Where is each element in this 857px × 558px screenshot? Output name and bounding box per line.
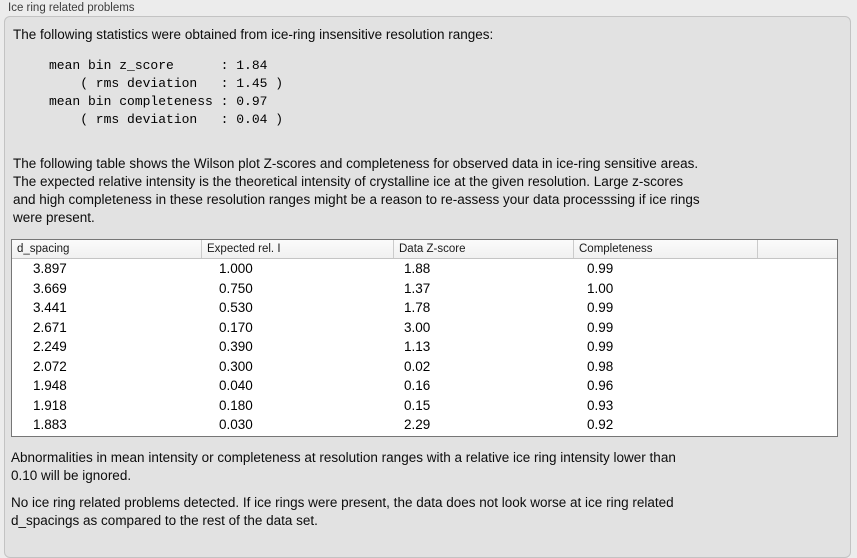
stats-intro-text: The following statistics were obtained f… — [13, 27, 494, 42]
table-description-text: The following table shows the Wilson plo… — [13, 156, 700, 225]
cell-data-z-score: 3.00 — [404, 319, 431, 335]
cell-expected-rel-i: 0.390 — [219, 339, 253, 354]
table-row[interactable]: 3.441 0.530 1.78 0.99 — [12, 298, 837, 318]
table-row[interactable]: 2.249 0.390 1.13 0.99 — [12, 337, 837, 357]
stats-block: mean bin z_score : 1.84 ( rms deviation … — [49, 58, 284, 127]
cell-d-spacing: 3.441 — [33, 300, 67, 315]
table-row[interactable]: 3.669 0.750 1.37 1.00 — [12, 278, 837, 299]
cell-data-z-score: 0.02 — [404, 358, 431, 374]
cell-expected-rel-i: 1.000 — [219, 261, 253, 276]
cell-data-z-score: 1.13 — [404, 339, 431, 354]
cell-d-spacing: 1.918 — [33, 397, 67, 413]
cell-data-z-score: 1.88 — [404, 261, 431, 276]
cell-expected-rel-i: 0.750 — [219, 280, 253, 296]
column-header-completeness[interactable]: Completeness — [574, 240, 758, 258]
conclusion-note: No ice ring related problems detected. I… — [11, 495, 674, 528]
panel-title: Ice ring related problems — [8, 2, 135, 14]
ignore-threshold-note: Abnormalities in mean intensity or compl… — [11, 450, 676, 483]
table-row[interactable]: 2.072 0.300 0.02 0.98 — [12, 356, 837, 377]
cell-spacer — [758, 279, 837, 299]
cell-completeness: 0.99 — [587, 319, 614, 335]
column-header-d-spacing[interactable]: d_spacing — [12, 240, 202, 258]
column-header-spacer — [758, 240, 837, 258]
cell-d-spacing: 3.669 — [33, 280, 67, 296]
cell-d-spacing: 2.249 — [33, 339, 67, 354]
cell-spacer — [758, 259, 837, 279]
table-body: 3.897 1.000 1.88 0.99 3.669 0.750 1.37 1.00 3.44… — [12, 259, 837, 435]
cell-d-spacing: 2.671 — [33, 319, 67, 335]
cell-completeness: 0.92 — [587, 417, 614, 432]
cell-d-spacing: 2.072 — [33, 358, 67, 374]
cell-completeness: 0.99 — [587, 300, 614, 315]
cell-completeness: 0.93 — [587, 397, 614, 413]
cell-completeness: 0.99 — [587, 339, 614, 354]
column-header-data-z-score[interactable]: Data Z-score — [394, 240, 574, 258]
cell-data-z-score: 1.78 — [404, 300, 431, 315]
cell-expected-rel-i: 0.030 — [219, 417, 253, 432]
cell-data-z-score: 1.37 — [404, 280, 431, 296]
cell-data-z-score: 0.16 — [404, 378, 431, 393]
cell-data-z-score: 2.29 — [404, 417, 431, 432]
table-header-row: d_spacing Expected rel. I Data Z-score C… — [12, 240, 837, 259]
cell-expected-rel-i: 0.530 — [219, 300, 253, 315]
table-row[interactable]: 1.918 0.180 0.15 0.93 — [12, 395, 837, 416]
table-row[interactable]: 1.948 0.040 0.16 0.96 — [12, 376, 837, 396]
cell-expected-rel-i: 0.300 — [219, 358, 253, 374]
cell-completeness: 0.96 — [587, 378, 614, 393]
cell-spacer — [758, 298, 837, 318]
cell-spacer — [758, 376, 837, 396]
cell-expected-rel-i: 0.040 — [219, 378, 253, 393]
cell-spacer — [758, 318, 837, 338]
cell-completeness: 0.99 — [587, 261, 614, 276]
cell-expected-rel-i: 0.180 — [219, 397, 253, 413]
cell-d-spacing: 1.883 — [33, 417, 67, 432]
cell-d-spacing: 1.948 — [33, 378, 67, 393]
cell-spacer — [758, 396, 837, 416]
ice-ring-table: d_spacing Expected rel. I Data Z-score C… — [11, 239, 838, 437]
column-header-expected-rel-i[interactable]: Expected rel. I — [202, 240, 394, 258]
cell-spacer — [758, 337, 837, 357]
cell-completeness: 1.00 — [587, 280, 614, 296]
cell-spacer — [758, 357, 837, 377]
table-row[interactable]: 2.671 0.170 3.00 0.99 — [12, 317, 837, 338]
cell-expected-rel-i: 0.170 — [219, 319, 253, 335]
table-row[interactable]: 1.883 0.030 2.29 0.92 — [12, 415, 837, 435]
table-row[interactable]: 3.897 1.000 1.88 0.99 — [12, 259, 837, 279]
cell-completeness: 0.98 — [587, 358, 614, 374]
cell-d-spacing: 3.897 — [33, 261, 67, 276]
cell-data-z-score: 0.15 — [404, 397, 431, 413]
cell-spacer — [758, 415, 837, 435]
